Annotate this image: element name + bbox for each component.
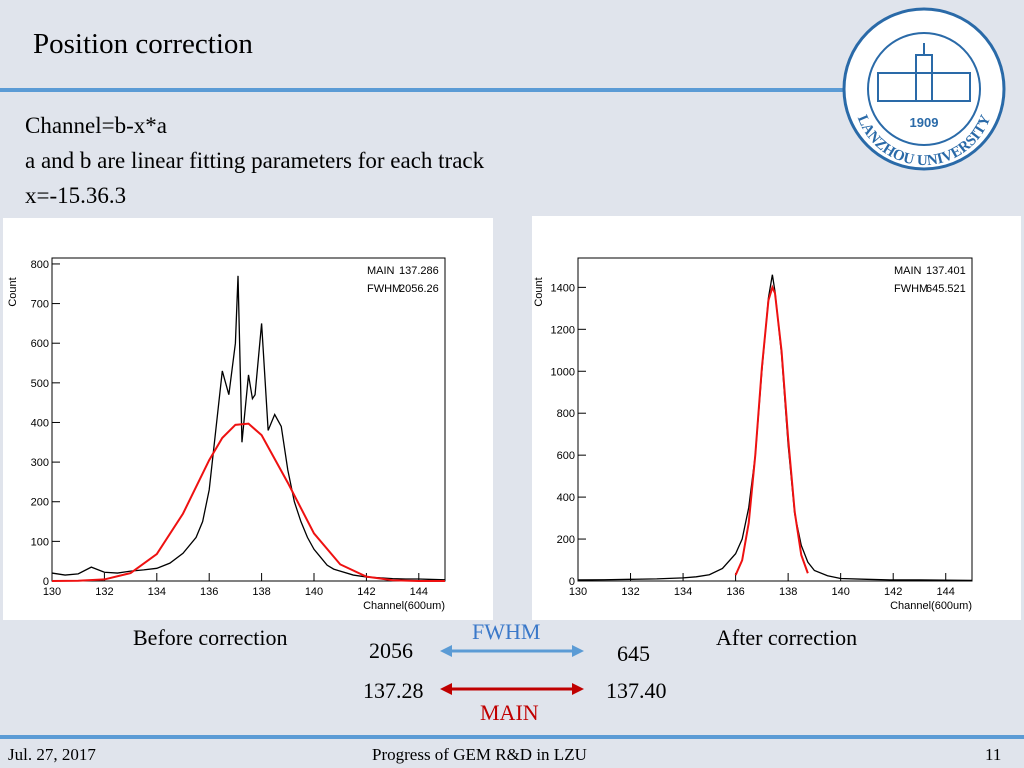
x-tick-label: 130 <box>43 586 61 598</box>
chart-before: 130 132 134 136 138 140 142 144 0 100 200 300 400 500… <box>3 218 493 620</box>
main-after: 137.40 <box>606 678 667 703</box>
fwhm-before: 2056 <box>369 638 413 663</box>
x-tick-label: 144 <box>937 586 955 598</box>
y-tick-label: 100 <box>31 536 49 548</box>
title-rule <box>0 88 845 92</box>
footer-rule <box>0 735 1024 739</box>
main-label: MAIN <box>480 700 539 725</box>
y-tick-label: 300 <box>31 457 49 469</box>
body-line: Channel=b-x*a <box>25 113 167 138</box>
fwhm-label: FWHM <box>472 619 541 644</box>
x-tick-label: 136 <box>200 586 218 598</box>
x-tick-label: 142 <box>357 586 375 598</box>
stat-value: 645.521 <box>926 283 966 295</box>
arrows <box>440 645 584 695</box>
university-logo: 1909 LANZHOU UNIVERSITY <box>842 7 1006 171</box>
y-tick-label: 800 <box>557 408 575 420</box>
stat-value: 137.401 <box>926 265 966 277</box>
x-tick-label: 132 <box>95 586 113 598</box>
stat-label: FWHM <box>894 283 928 295</box>
x-tick-label: 130 <box>569 586 587 598</box>
y-tick-label: 200 <box>557 534 575 546</box>
y-tick-label: 0 <box>43 576 49 588</box>
caption: After correction <box>716 625 858 650</box>
y-tick-label: 500 <box>31 378 49 390</box>
y-tick-label: 0 <box>569 576 575 588</box>
x-tick-label: 140 <box>305 586 323 598</box>
footer-page: 11 <box>985 745 1002 764</box>
x-tick-label: 136 <box>726 586 744 598</box>
y-tick-label: 1200 <box>551 324 575 336</box>
y-tick-label: 1400 <box>551 282 575 294</box>
stat-value: 2056.26 <box>399 283 439 295</box>
logo-year: 1909 <box>910 115 939 130</box>
x-tick-label: 134 <box>148 586 166 598</box>
body-line: x=-15.36.3 <box>25 183 127 208</box>
caption: Before correction <box>133 625 288 650</box>
x-tick-label: 142 <box>884 586 902 598</box>
plot-frame <box>51 257 446 582</box>
x-tick-label: 132 <box>621 586 639 598</box>
stat-label: MAIN <box>894 265 922 277</box>
y-axis-label: Count <box>533 277 545 306</box>
footer-center: Progress of GEM R&D in LZU <box>372 745 587 764</box>
slide-title: Position correction <box>33 28 253 60</box>
data-line <box>51 422 445 582</box>
body-line: a and b are linear fitting parameters fo… <box>25 148 485 173</box>
main-before: 137.28 <box>363 678 424 703</box>
y-tick-label: 600 <box>557 450 575 462</box>
data-line <box>577 274 973 582</box>
y-tick-label: 400 <box>557 492 575 504</box>
y-axis-label: Count <box>7 277 19 306</box>
stat-value: 137.286 <box>399 265 439 277</box>
x-tick-label: 138 <box>779 586 797 598</box>
fwhm-after: 645 <box>617 641 650 666</box>
chart-after: 130 132 134 136 138 140 142 144 0 200 400 600 800 100… <box>532 216 1021 620</box>
x-tick-label: 134 <box>674 586 692 598</box>
x-tick-label: 144 <box>410 586 428 598</box>
plot-frame <box>577 257 973 582</box>
y-tick-label: 700 <box>31 299 49 311</box>
footer-date: Jul. 27, 2017 <box>8 745 96 764</box>
stat-label: MAIN <box>367 265 395 277</box>
y-tick-label: 1000 <box>551 366 575 378</box>
x-axis-label: Channel(600um) <box>363 600 445 612</box>
x-tick-label: 138 <box>252 586 270 598</box>
x-axis-label: Channel(600um) <box>890 600 972 612</box>
y-tick-label: 600 <box>31 338 49 350</box>
data-line <box>734 284 809 576</box>
stat-label: FWHM <box>367 283 401 295</box>
y-tick-label: 400 <box>31 417 49 429</box>
x-tick-label: 140 <box>831 586 849 598</box>
y-tick-label: 200 <box>31 497 49 509</box>
y-tick-label: 800 <box>31 259 49 271</box>
data-line <box>51 275 446 581</box>
